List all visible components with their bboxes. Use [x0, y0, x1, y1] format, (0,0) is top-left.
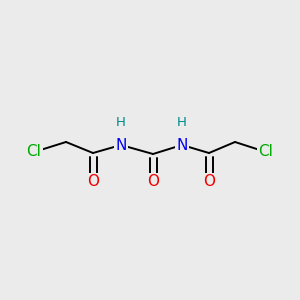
Text: O: O — [203, 175, 215, 190]
Text: Cl: Cl — [27, 145, 41, 160]
Text: O: O — [147, 175, 159, 190]
Text: O: O — [87, 175, 99, 190]
Text: H: H — [177, 116, 187, 128]
Text: H: H — [116, 116, 126, 128]
Text: N: N — [115, 137, 127, 152]
Text: N: N — [176, 137, 188, 152]
Text: Cl: Cl — [259, 145, 273, 160]
